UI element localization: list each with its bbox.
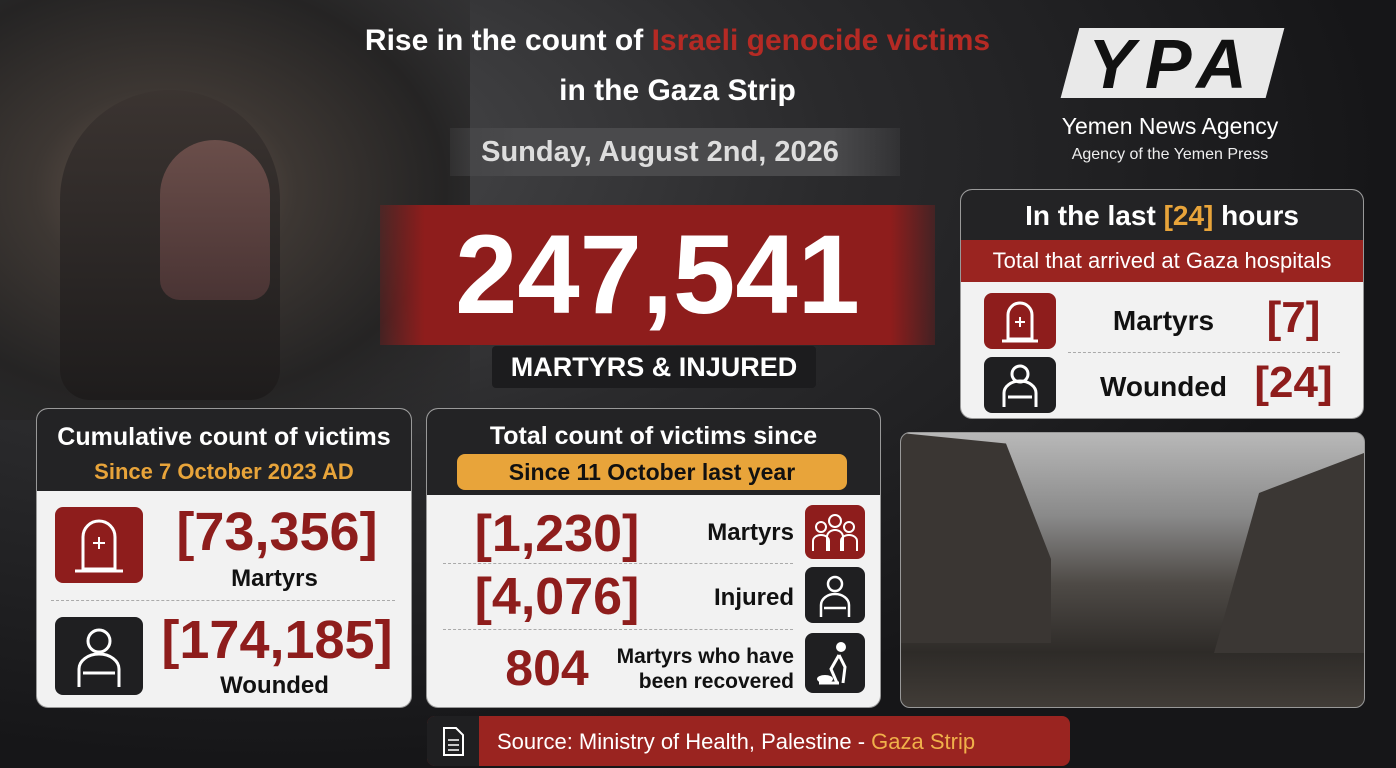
group-glyph — [812, 514, 858, 551]
logo-mark: YPA — [1088, 25, 1257, 103]
wounded-glyph — [77, 628, 121, 687]
since-panel: Total count of victims since Since 11 Oc… — [426, 408, 881, 708]
headline-brush — [380, 205, 935, 345]
last-24-hours: [24] — [1163, 200, 1214, 231]
martyr-icon — [55, 507, 143, 583]
since-label: Injured — [713, 584, 794, 611]
cumulative-value: [174,185] — [161, 610, 393, 670]
source-bar: Source: Ministry of Health, Palestine - … — [427, 716, 1070, 766]
cumulative-label: Martyrs — [231, 565, 318, 592]
logo-name: Yemen News Agency — [1061, 113, 1279, 139]
since-subtitle: Since 11 October last year — [457, 454, 847, 490]
recovery-glyph — [817, 642, 847, 685]
cumulative-label: Wounded — [220, 672, 329, 699]
headline-label: MARTYRS & INJURED — [510, 352, 798, 382]
building-right — [1214, 453, 1364, 653]
tombstone-glyph — [75, 519, 123, 573]
wounded-icon — [55, 617, 143, 695]
cumulative-panel: Cumulative count of victims Since 7 Octo… — [36, 408, 412, 708]
last-24-value: [7] — [1266, 293, 1321, 342]
last-24-subtitle: Total that arrived at Gaza hospitals — [961, 240, 1363, 282]
tombstone-glyph — [1002, 301, 1038, 343]
cumulative-title: Cumulative count of victims — [57, 423, 391, 451]
title-line-2: in the Gaza Strip — [559, 74, 796, 107]
row-divider — [1068, 352, 1340, 353]
logo-tagline: Agency of the Yemen Press — [1071, 146, 1269, 163]
ruins-photo — [900, 432, 1365, 708]
last-24-label: Martyrs — [1112, 305, 1215, 336]
source-highlight: Gaza Strip — [871, 729, 976, 754]
since-value: 804 — [505, 640, 589, 696]
since-value: [4,076] — [474, 568, 640, 626]
wounded-icon — [984, 357, 1056, 413]
since-label: Martyrs — [707, 519, 794, 546]
cumulative-header — [37, 409, 411, 491]
headline-total: 247,541 — [455, 212, 860, 337]
since-label: Martyrs who have — [616, 645, 794, 668]
child-silhouette — [160, 140, 270, 300]
cumulative-value: [73,356] — [176, 502, 378, 562]
martyrs-group-icon — [805, 505, 865, 559]
row-divider — [51, 600, 395, 601]
row-divider — [443, 563, 793, 564]
injured-icon — [805, 567, 865, 623]
source-icon-box — [427, 716, 479, 766]
last-24-prefix: In the last — [1025, 200, 1156, 231]
title-highlight: Israeli genocide victims — [651, 24, 991, 57]
since-label: been recovered — [638, 670, 794, 693]
title-line-1: Rise in the count of Israeli genocide vi… — [280, 24, 1075, 58]
row-divider — [443, 629, 793, 630]
headline-label-box — [492, 346, 816, 388]
date: Sunday, August 2nd, 2026 — [481, 136, 839, 168]
last-24-label: Wounded — [1099, 371, 1227, 402]
recovery-icon — [805, 633, 865, 693]
since-title: Total count of victims since — [489, 422, 818, 450]
building-left — [901, 433, 1051, 643]
date-banner — [450, 128, 900, 176]
last-24-value: [24] — [1254, 358, 1333, 407]
title-prefix: Rise in the count of — [364, 24, 644, 57]
martyr-icon — [984, 293, 1056, 349]
wounded-glyph — [819, 575, 851, 617]
source-text: Source: Ministry of Health, Palestine - … — [497, 729, 975, 755]
last-24-suffix: hours — [1221, 200, 1299, 231]
document-glyph — [443, 727, 464, 756]
since-value: [1,230] — [474, 505, 640, 563]
wounded-glyph — [1002, 364, 1038, 407]
last-24-header: In the last [24] hours — [961, 190, 1363, 240]
cumulative-subtitle: Since 7 October 2023 AD — [94, 459, 354, 484]
source-prefix: Source: Ministry of Health, Palestine - — [497, 729, 866, 754]
last-24-panel: In the last [24] hours Total that arrive… — [960, 189, 1364, 419]
